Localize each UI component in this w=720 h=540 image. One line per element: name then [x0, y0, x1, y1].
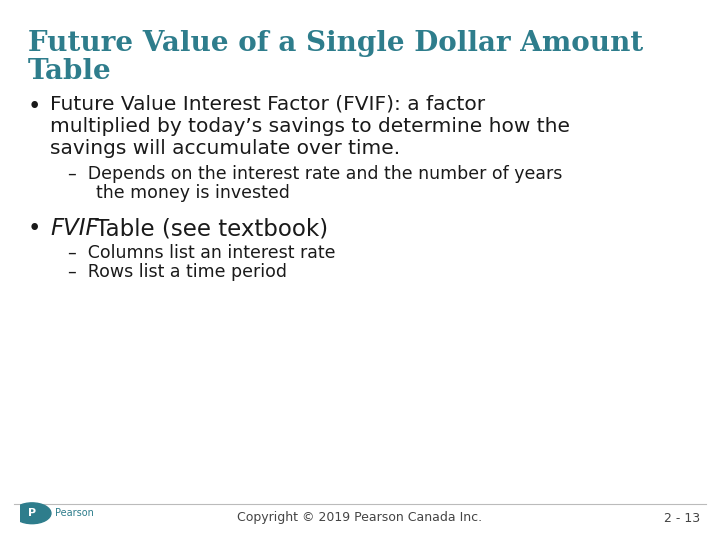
- Text: multiplied by today’s savings to determine how the: multiplied by today’s savings to determi…: [50, 117, 570, 136]
- Text: •: •: [28, 95, 41, 118]
- Text: –  Columns list an interest rate: – Columns list an interest rate: [68, 244, 336, 262]
- Text: –  Rows list a time period: – Rows list a time period: [68, 263, 287, 281]
- Text: Future Value of a Single Dollar Amount: Future Value of a Single Dollar Amount: [28, 30, 643, 57]
- Text: P: P: [28, 508, 36, 518]
- Text: the money is invested: the money is invested: [96, 184, 290, 202]
- Text: Pearson: Pearson: [55, 508, 94, 518]
- Text: savings will accumulate over time.: savings will accumulate over time.: [50, 139, 400, 158]
- Text: Table: Table: [28, 58, 112, 85]
- Text: •: •: [28, 217, 41, 240]
- Text: Copyright © 2019 Pearson Canada Inc.: Copyright © 2019 Pearson Canada Inc.: [238, 511, 482, 524]
- Circle shape: [13, 503, 51, 524]
- Text: 2 - 13: 2 - 13: [664, 511, 700, 524]
- Text: Future Value Interest Factor (FVIF): a factor: Future Value Interest Factor (FVIF): a f…: [50, 95, 485, 114]
- Text: Table (see textbook): Table (see textbook): [88, 217, 328, 240]
- Text: –  Depends on the interest rate and the number of years: – Depends on the interest rate and the n…: [68, 165, 562, 183]
- Text: FVIF: FVIF: [50, 217, 99, 240]
